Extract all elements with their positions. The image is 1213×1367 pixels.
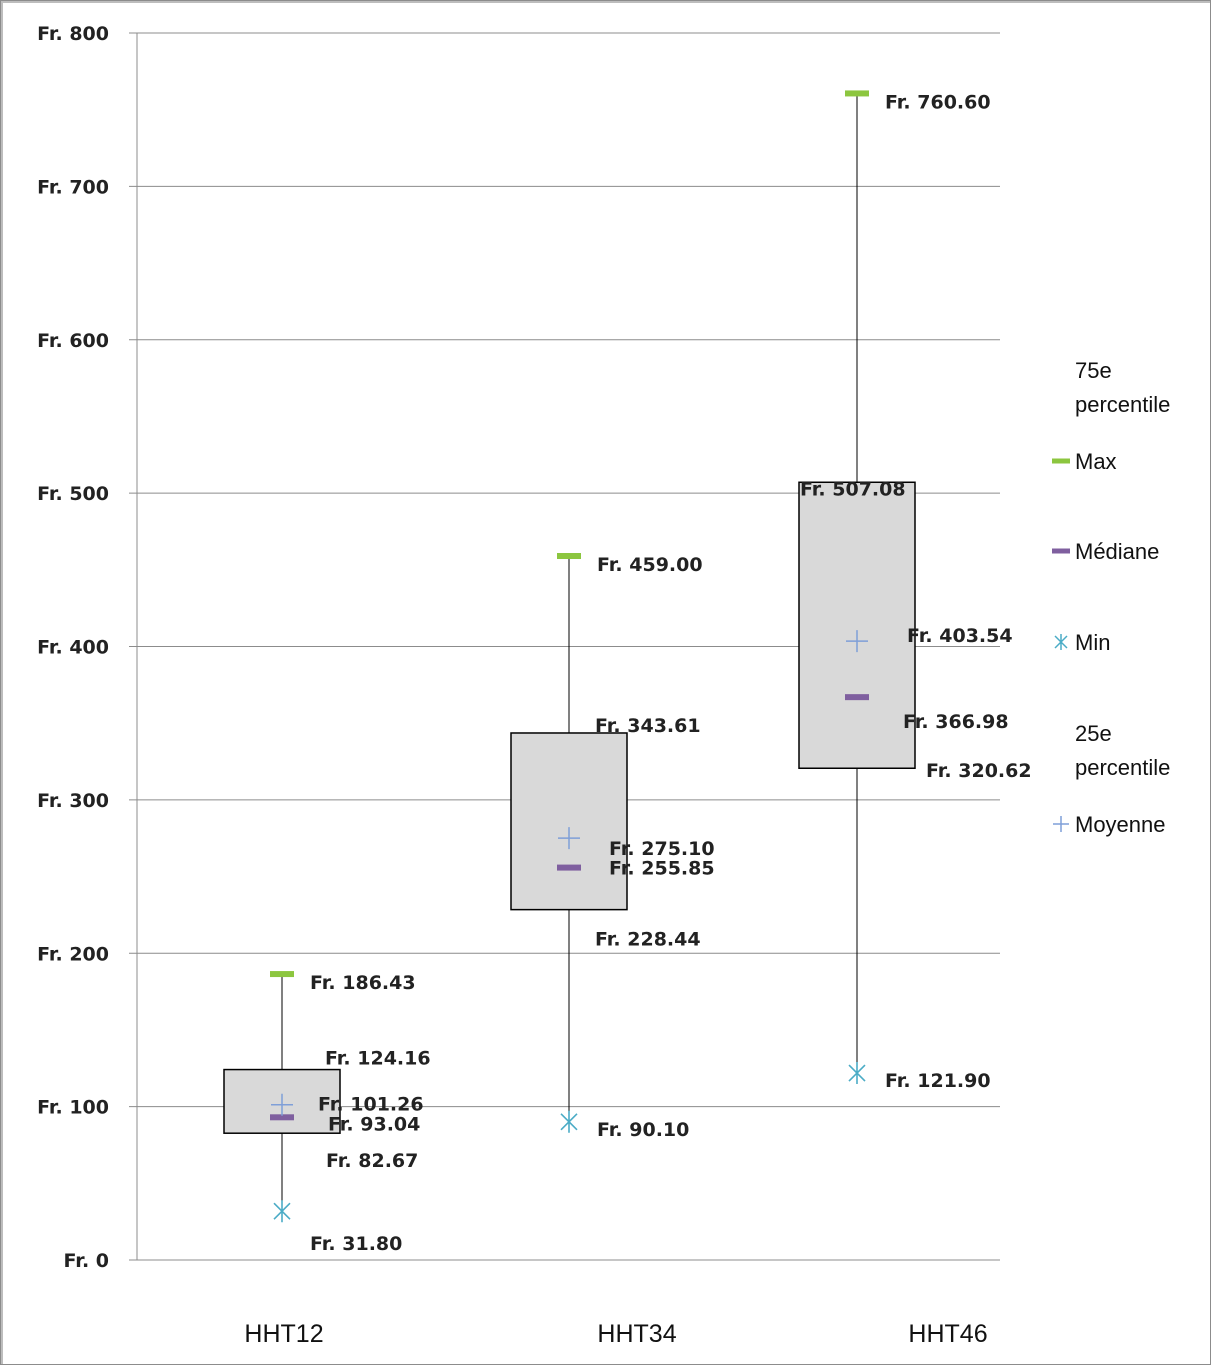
data-label-q1: Fr. 82.67 bbox=[326, 1150, 418, 1172]
legend-label-min: Min bbox=[1075, 630, 1110, 655]
data-label-q3: Fr. 343.61 bbox=[595, 715, 701, 737]
median-marker bbox=[845, 694, 869, 701]
max-marker bbox=[270, 971, 294, 978]
legend-label-max: Max bbox=[1075, 449, 1117, 474]
data-label-max: Fr. 186.43 bbox=[310, 972, 416, 994]
data-label-q1: Fr. 320.62 bbox=[926, 760, 1032, 782]
x-category-label: HHT46 bbox=[908, 1320, 987, 1348]
min-marker bbox=[848, 1062, 866, 1085]
legend-label-line: 25e bbox=[1075, 721, 1112, 746]
data-label-min: Fr. 31.80 bbox=[310, 1233, 402, 1255]
data-label-q3: Fr. 124.16 bbox=[325, 1048, 431, 1070]
max-marker bbox=[557, 553, 581, 560]
y-tick-label: Fr. 500 bbox=[37, 483, 109, 505]
data-label-q1: Fr. 228.44 bbox=[595, 929, 701, 951]
y-tick-label: Fr. 0 bbox=[64, 1250, 109, 1272]
mean-marker bbox=[271, 1093, 293, 1116]
min-marker bbox=[560, 1110, 578, 1133]
data-label-mean: Fr. 275.10 bbox=[609, 838, 715, 860]
max-marker bbox=[845, 90, 869, 97]
mean-marker bbox=[558, 827, 580, 850]
y-tick-label: Fr. 100 bbox=[37, 1097, 109, 1119]
data-label-mean: Fr. 403.54 bbox=[907, 625, 1013, 647]
y-tick-label: Fr. 800 bbox=[37, 23, 109, 45]
median-marker bbox=[557, 864, 581, 871]
data-label-q3: Fr. 507.08 bbox=[800, 478, 906, 500]
data-label-median: Fr. 93.04 bbox=[328, 1113, 420, 1135]
legend-marker-min bbox=[1054, 634, 1068, 650]
y-tick-label: Fr. 700 bbox=[37, 176, 109, 198]
data-label-median: Fr. 366.98 bbox=[903, 711, 1009, 733]
y-tick-label: Fr. 600 bbox=[37, 330, 109, 352]
data-label-max: Fr. 760.60 bbox=[885, 91, 991, 113]
data-label-median: Fr. 255.85 bbox=[609, 858, 715, 880]
legend-label-q1: 25e percentile bbox=[1075, 721, 1170, 780]
x-category-label: HHT34 bbox=[597, 1320, 676, 1348]
y-tick-label: Fr. 200 bbox=[37, 943, 109, 965]
legend-label-line: percentile bbox=[1075, 755, 1170, 780]
x-category-label: HHT12 bbox=[244, 1320, 323, 1348]
data-label-min: Fr. 121.90 bbox=[885, 1070, 991, 1092]
y-tick-label: Fr. 400 bbox=[37, 637, 109, 659]
legend-marker-mean bbox=[1053, 816, 1069, 832]
legend-label-median: Médiane bbox=[1075, 539, 1159, 564]
iqr-box bbox=[510, 732, 628, 911]
legend-label-q3: 75e percentile bbox=[1075, 358, 1170, 417]
median-marker bbox=[270, 1114, 294, 1121]
iqr-box bbox=[798, 481, 916, 769]
mean-marker bbox=[846, 630, 868, 653]
legend-label-line: 75e bbox=[1075, 358, 1112, 383]
legend-label-mean: Moyenne bbox=[1075, 812, 1166, 837]
legend-marker-median bbox=[1052, 548, 1070, 554]
data-label-min: Fr. 90.10 bbox=[597, 1119, 689, 1141]
data-label-max: Fr. 459.00 bbox=[597, 554, 703, 576]
legend-label-line: percentile bbox=[1075, 392, 1170, 417]
data-label-mean: Fr. 101.26 bbox=[318, 1094, 424, 1116]
legend-marker-max bbox=[1052, 458, 1070, 464]
y-tick-label: Fr. 300 bbox=[37, 790, 109, 812]
min-marker bbox=[273, 1200, 291, 1223]
